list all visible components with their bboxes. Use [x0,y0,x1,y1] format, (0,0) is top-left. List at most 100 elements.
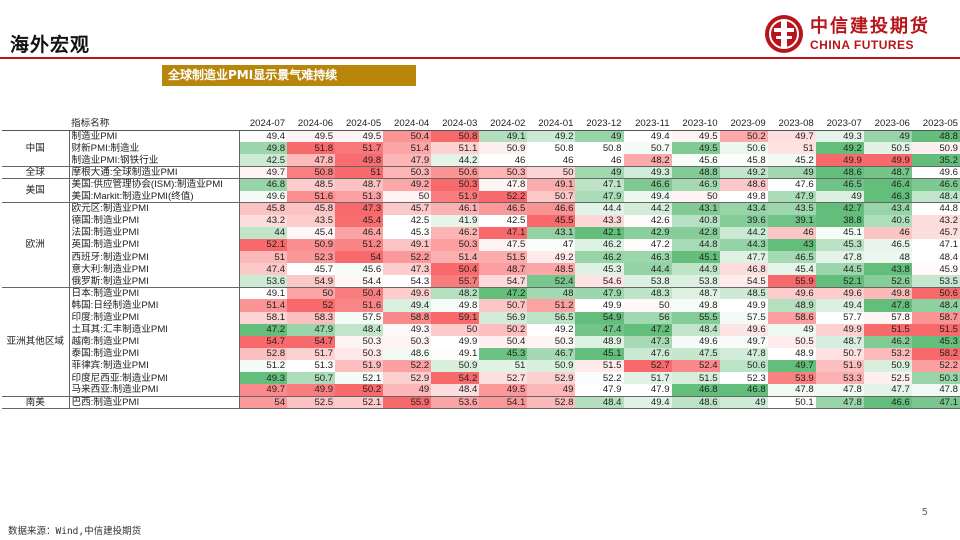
pmi-value-cell: 46.8 [239,178,288,191]
pmi-value-cell: 44.2 [719,226,768,239]
pmi-value-cell: 49.1 [383,238,432,252]
pmi-value-cell: 51.2 [239,359,288,372]
pmi-value-cell: 46.5 [863,238,912,252]
region-label: 美国 [2,178,70,204]
pmi-value-cell: 50.7 [479,299,528,312]
pmi-value-cell: 51.2 [335,238,384,252]
pmi-value-cell: 52.2 [383,251,432,264]
pmi-value-cell: 43.3 [575,214,624,227]
pmi-value-cell: 53.6 [431,396,480,409]
pmi-value-cell: 52.3 [719,371,768,385]
indicator-name: 泰国:制造业PMI [69,347,240,360]
pmi-value-cell: 44 [239,226,288,239]
page-title: 海外宏观 [10,34,91,56]
pmi-value-cell: 52.8 [239,347,288,360]
pmi-value-cell: 46.3 [623,251,672,264]
pmi-value-cell: 48.2 [623,154,672,167]
pmi-value-cell: 49.9 [575,299,624,312]
pmi-value-cell: 47.1 [911,396,960,409]
pmi-value-cell: 49 [575,166,624,179]
pmi-value-cell: 47.7 [863,384,912,397]
pmi-value-cell: 58.3 [287,311,336,324]
pmi-value-cell: 49.3 [623,166,672,179]
pmi-value-cell: 51.7 [623,371,672,385]
pmi-value-cell: 51.1 [431,142,480,155]
pmi-value-cell: 46 [527,154,576,167]
pmi-value-cell: 45.3 [911,335,960,348]
pmi-value-cell: 47.2 [479,287,528,300]
header-date: 2023-09 [719,118,768,131]
pmi-value-cell: 56.9 [479,311,528,324]
pmi-value-cell: 46.5 [815,178,864,191]
pmi-value-cell: 45.6 [671,154,720,167]
pmi-value-cell: 51.7 [287,347,336,360]
table-row: 欧洲 欧元区:制造业PMI 45.8 45.8 47.3 45.7 46.1 46.5 46.6… [2,202,960,288]
pmi-value-cell: 46 [767,226,816,239]
pmi-value-cell: 48.2 [431,287,480,300]
pmi-value-cell: 50.6 [431,166,480,179]
pmi-value-cell: 46 [575,154,624,167]
pmi-value-cell: 56 [623,311,672,324]
pmi-value-cell: 46.3 [863,190,912,204]
pmi-value-cell: 50 [431,323,480,336]
indicator-name: 印度尼西亚:制造业PMI [69,371,240,385]
pmi-value-cell: 56.5 [527,311,576,324]
pmi-value-cell: 45.2 [767,154,816,167]
pmi-value-cell: 47.4 [575,323,624,336]
pmi-value-cell: 49.2 [383,178,432,191]
pmi-value-cell: 54.5 [719,275,768,288]
pmi-value-cell: 45.8 [287,202,336,215]
header-date: 2024-02 [479,118,528,131]
pmi-value-cell: 49.4 [815,299,864,312]
company-logo-icon [765,15,803,53]
pmi-value-cell: 53.3 [815,371,864,385]
pmi-value-cell: 49 [527,384,576,397]
pmi-value-cell: 57.5 [719,311,768,324]
pmi-value-cell: 51.6 [335,299,384,312]
pmi-value-cell: 49.1 [431,347,480,360]
indicator-name: 财新PMI:制造业 [69,142,240,155]
pmi-value-cell: 48.6 [383,347,432,360]
pmi-value-cell: 52.4 [671,359,720,372]
pmi-value-cell: 48.4 [911,190,960,204]
pmi-value-cell: 50.8 [527,142,576,155]
pmi-value-cell: 47.8 [479,178,528,191]
pmi-value-cell: 43.5 [287,214,336,227]
pmi-value-cell: 54.9 [575,311,624,324]
pmi-value-cell: 51 [767,142,816,155]
pmi-value-cell: 46.6 [527,202,576,215]
pmi-value-cell: 44.4 [623,263,672,276]
pmi-value-cell: 52.5 [287,396,336,409]
pmi-value-cell: 52.6 [863,275,912,288]
pmi-value-cell: 46.7 [527,347,576,360]
pmi-value-cell: 50 [671,190,720,204]
pmi-value-cell: 57.7 [815,311,864,324]
indicator-name: 欧元区:制造业PMI [69,202,240,215]
indicator-name: 印度:制造业PMI [69,311,240,324]
pmi-table: 指标名称 2024-07 2024-06 2024-05 2024-04 2024-03 2… [2,118,960,409]
pmi-value-cell: 58.8 [383,311,432,324]
logo-cn-text: 中信建投期货 [810,16,930,37]
indicator-name: 摩根大通:全球制造业PMI [69,166,240,179]
pmi-value-cell: 46.1 [431,202,480,215]
pmi-value-cell: 50.8 [431,129,480,143]
region-label: 欧洲 [2,202,70,288]
table-row: 亚洲其他区域 日本:制造业PMI 49.1 50 50.4 49.6 48.2 47.2 48 4… [2,287,960,397]
pmi-value-cell: 51.3 [287,359,336,372]
pmi-value-cell: 53.8 [623,275,672,288]
pmi-value-cell: 45.4 [287,226,336,239]
pmi-value-cell: 49.6 [815,287,864,300]
pmi-value-cell: 50.9 [479,142,528,155]
pmi-value-cell: 49.7 [767,359,816,372]
pmi-value-cell: 45.9 [911,263,960,276]
pmi-value-cell: 50.4 [479,335,528,348]
pmi-value-cell: 52.9 [527,371,576,385]
table-row: 西班牙:制造业PMI 51 52.3 54 52.2 51.4 51.5 49.2 46.2 46… [2,251,960,264]
pmi-value-cell: 50.2 [479,323,528,336]
pmi-value-cell: 57.5 [335,311,384,324]
pmi-value-cell: 50.6 [911,287,960,300]
pmi-value-cell: 47.2 [239,323,288,336]
pmi-value-cell: 49.1 [239,287,288,300]
pmi-value-cell: 49.7 [239,166,288,179]
pmi-value-cell: 45.8 [719,154,768,167]
